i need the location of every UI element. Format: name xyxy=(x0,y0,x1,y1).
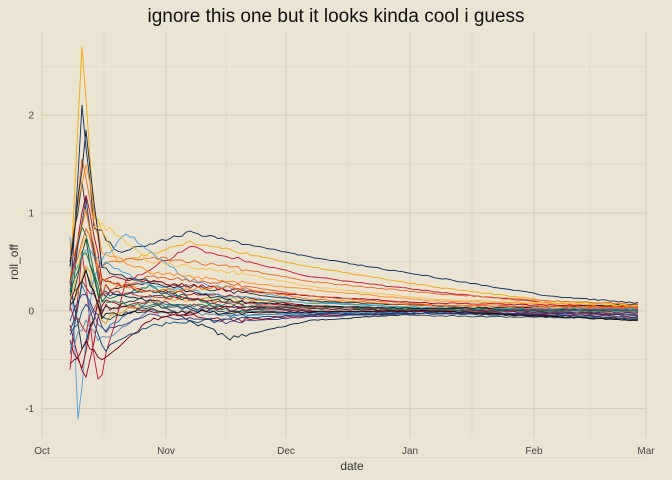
series-line xyxy=(69,290,639,333)
series-line xyxy=(69,194,639,308)
chart-title: ignore this one but it looks kinda cool … xyxy=(147,6,525,27)
y-tick-label: -1 xyxy=(25,404,34,415)
y-tick-labels: -1 0 1 2 xyxy=(25,111,34,415)
x-tick-label: Feb xyxy=(525,446,543,457)
x-tick-labels: Oct Nov Dec Jan Feb Mar xyxy=(34,446,655,457)
y-tick-label: 0 xyxy=(28,306,34,317)
x-tick-label: Mar xyxy=(637,446,655,457)
series-line xyxy=(69,252,639,312)
series-line xyxy=(69,164,639,307)
y-tick-label: 2 xyxy=(28,111,34,122)
series-line xyxy=(69,104,639,311)
x-axis-title: date xyxy=(340,459,364,473)
x-tick-label: Oct xyxy=(34,446,50,457)
x-tick-label: Nov xyxy=(157,446,175,457)
x-tick-label: Dec xyxy=(277,446,295,457)
grid xyxy=(41,32,647,458)
y-tick-label: 1 xyxy=(28,208,34,219)
series-line xyxy=(69,158,639,305)
series-line xyxy=(69,270,639,332)
x-tick-label: Jan xyxy=(402,446,418,457)
series-line xyxy=(69,269,639,322)
y-axis-title: roll_off xyxy=(7,243,21,279)
series-line xyxy=(69,222,639,307)
series-line xyxy=(69,209,639,308)
series-lines xyxy=(69,46,639,420)
